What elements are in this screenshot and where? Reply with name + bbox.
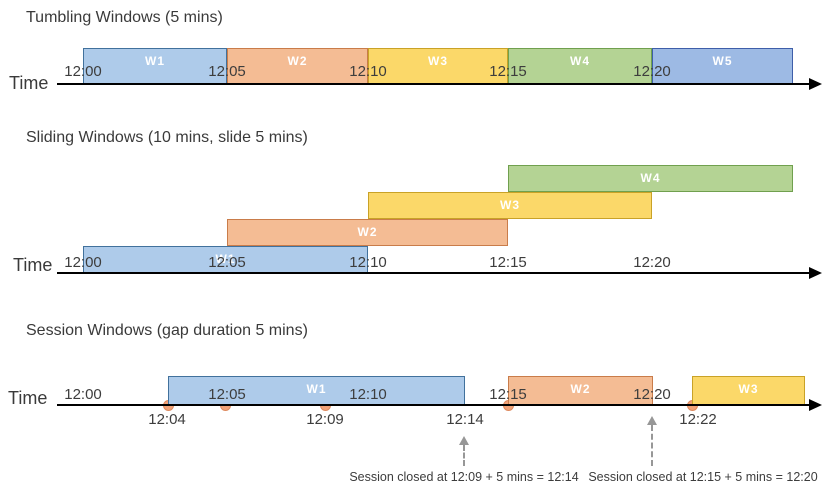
window-label: W1: [306, 382, 327, 396]
sliding-window-w3: W3: [368, 192, 652, 219]
tumbling-window-w5: W5: [652, 48, 793, 84]
session-window-w2: W2: [508, 376, 653, 405]
window-label: W3: [738, 382, 759, 396]
tumbling-tick-1215: 12:15: [489, 63, 527, 80]
close-time-1214: 12:14: [446, 411, 484, 428]
session-tick-1215: 12:15: [489, 386, 527, 403]
session-tick-1220: 12:20: [633, 386, 671, 403]
tumbling-window-w3: W3: [368, 48, 508, 84]
annotation-arrow-icon: [647, 416, 657, 425]
sliding-tick-1215: 12:15: [489, 254, 527, 271]
sliding-time-label: Time: [13, 255, 53, 275]
window-label: W4: [570, 54, 590, 68]
sliding-timeline: [57, 272, 812, 274]
sliding-tick-1210: 12:10: [349, 254, 387, 271]
window-label: W2: [287, 54, 308, 68]
window-label: W1: [145, 54, 165, 68]
sliding-tick-1200: 12:00: [64, 254, 102, 271]
sliding-tick-1220: 12:20: [633, 254, 671, 271]
event-time-1209: 12:09: [306, 411, 344, 428]
tumbling-title: Tumbling Windows (5 mins): [26, 9, 223, 26]
arrowhead-icon: [809, 267, 822, 279]
window-label: W3: [500, 198, 520, 212]
annotation-arrow-stem: [463, 445, 465, 466]
arrowhead-icon: [809, 78, 822, 90]
annotation-arrow-icon: [459, 436, 469, 445]
sliding-tick-1205: 12:05: [208, 254, 246, 271]
annotation-arrow-stem: [651, 425, 653, 466]
tumbling-window-w4: W4: [508, 48, 652, 84]
session-tick-1210: 12:10: [349, 386, 387, 403]
sliding-window-w2: W2: [227, 219, 508, 246]
event-time-1204: 12:04: [148, 411, 186, 428]
sliding-window-w4: W4: [508, 165, 793, 192]
window-label: W3: [428, 54, 448, 68]
window-label: W2: [357, 225, 378, 239]
tumbling-timeline: [57, 83, 812, 85]
event-time-1222: 12:22: [679, 411, 717, 428]
tumbling-tick-1210: 12:10: [349, 63, 387, 80]
sliding-window-w1: W1: [83, 246, 368, 273]
window-label: W2: [570, 382, 591, 396]
session-time-label: Time: [8, 388, 48, 408]
tumbling-tick-1220: 12:20: [633, 63, 671, 80]
arrowhead-icon: [809, 399, 822, 411]
session-tick-1200: 12:00: [64, 386, 102, 403]
tumbling-time-label: Time: [9, 73, 49, 93]
tumbling-tick-1205: 12:05: [208, 63, 246, 80]
session-window-w3: W3: [692, 376, 805, 405]
tumbling-tick-1200: 12:00: [64, 63, 102, 80]
window-label: W1: [215, 252, 236, 266]
session-title: Session Windows (gap duration 5 mins): [26, 322, 308, 339]
session-tick-1205: 12:05: [208, 386, 246, 403]
session-timeline: [57, 404, 812, 406]
tumbling-window-w1: W1: [83, 48, 227, 84]
session-close-annotation-1: Session closed at 12:09 + 5 mins = 12:14: [349, 470, 579, 484]
window-label: W5: [712, 54, 733, 68]
window-label: W4: [640, 171, 661, 185]
session-close-annotation-2: Session closed at 12:15 + 5 mins = 12:20: [588, 470, 818, 484]
tumbling-window-w2: W2: [227, 48, 368, 84]
sliding-title: Sliding Windows (10 mins, slide 5 mins): [26, 129, 308, 146]
